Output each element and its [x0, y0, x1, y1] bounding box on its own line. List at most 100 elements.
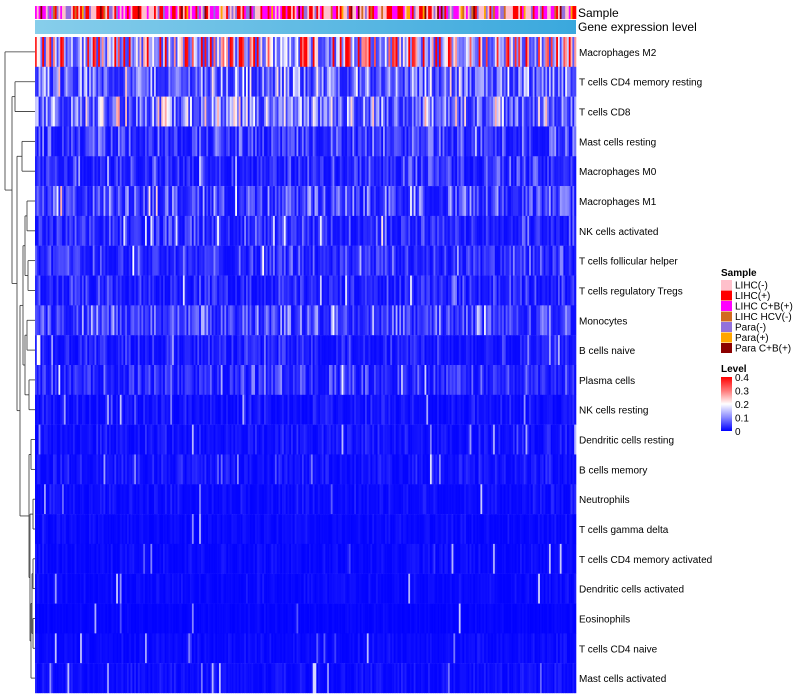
- heatmap-cell: [480, 66, 483, 97]
- sample-annotation-cell: [321, 6, 324, 19]
- heatmap-cell: [287, 186, 290, 217]
- heatmap-cell: [90, 215, 94, 246]
- heatmap-cell: [45, 394, 48, 425]
- heatmap-cell: [166, 335, 169, 366]
- heatmap-cell: [327, 66, 330, 97]
- heatmap-cell: [541, 365, 544, 396]
- heatmap-cell: [363, 394, 366, 425]
- heatmap-cell: [359, 305, 362, 336]
- heatmap-cell: [177, 245, 180, 276]
- heatmap-cell: [429, 215, 433, 246]
- heatmap-cell: [545, 186, 548, 217]
- sample-annotation-cell: [298, 6, 301, 19]
- heatmap-cell: [521, 305, 525, 336]
- heatmap-cell: [116, 424, 119, 455]
- heatmap-cell: [554, 37, 557, 68]
- heatmap-cell: [521, 186, 525, 217]
- heatmap-cell: [566, 335, 570, 366]
- heatmap-cell: [283, 394, 286, 425]
- heatmap-cell: [125, 215, 128, 246]
- heatmap-cell: [45, 484, 48, 515]
- heatmap-cell: [370, 305, 373, 336]
- heatmap-cell: [229, 215, 232, 246]
- heatmap-cell: [155, 37, 158, 68]
- heatmap-cell: [375, 335, 378, 366]
- heatmap-row: [35, 186, 577, 217]
- heatmap-cell: [67, 96, 70, 127]
- heatmap-cell: [484, 394, 487, 425]
- heatmap-cell: [44, 66, 47, 97]
- heatmap-cell: [197, 454, 200, 485]
- heatmap-cell: [334, 305, 337, 336]
- heatmap-cell: [395, 275, 398, 306]
- heatmap-cell: [484, 37, 487, 68]
- heatmap-cell: [141, 215, 144, 246]
- heatmap-cell: [99, 454, 103, 485]
- heatmap-cell: [199, 484, 202, 515]
- heatmap-cell: [36, 424, 39, 455]
- heatmap-cell: [444, 275, 447, 306]
- heatmap-cell: [231, 394, 234, 425]
- heatmap-cell: [509, 156, 512, 187]
- heatmap-cell: [226, 96, 229, 127]
- heatmap-cell: [54, 66, 57, 97]
- heatmap-cell: [188, 305, 191, 336]
- heatmap-cell: [139, 335, 142, 366]
- sample-annotation-cell: [202, 6, 205, 19]
- heatmap-cell: [361, 126, 364, 157]
- heatmap-cell: [193, 245, 196, 276]
- heatmap-cell: [464, 365, 467, 396]
- heatmap-cell: [563, 37, 566, 68]
- heatmap-cell: [482, 186, 485, 217]
- heatmap-cell: [170, 66, 173, 97]
- heatmap-cell: [413, 215, 416, 246]
- sample-annotation-cell: [123, 6, 126, 19]
- heatmap-cell: [556, 454, 559, 485]
- heatmap-cell: [316, 37, 319, 68]
- heatmap-cell: [559, 424, 562, 455]
- heatmap-cell: [135, 394, 139, 425]
- heatmap-cell: [538, 454, 541, 485]
- heatmap-cell: [195, 394, 198, 425]
- heatmap-cell: [222, 186, 225, 217]
- heatmap-cell: [292, 305, 295, 336]
- heatmap-cell: [563, 156, 566, 187]
- heatmap-cell: [334, 126, 337, 157]
- heatmap-cell: [543, 335, 546, 366]
- heatmap-cell: [265, 275, 268, 306]
- heatmap-cell: [108, 394, 112, 425]
- heatmap-cell: [35, 126, 38, 157]
- heatmap-cell: [188, 454, 191, 485]
- heatmap-cell: [240, 37, 243, 68]
- heatmap-cell: [532, 215, 535, 246]
- heatmap-cell: [218, 454, 222, 485]
- heatmap-cell: [247, 394, 250, 425]
- heatmap-cell: [332, 156, 335, 187]
- heatmap-cell: [161, 424, 164, 455]
- heatmap-cell: [269, 156, 272, 187]
- heatmap-cell: [53, 37, 56, 68]
- heatmap-cell: [395, 394, 398, 425]
- heatmap-cell: [125, 245, 128, 276]
- heatmap-cell: [541, 335, 544, 366]
- heatmap-cell: [574, 215, 577, 246]
- heatmap-cell: [496, 275, 499, 306]
- heatmap-cell: [209, 305, 213, 336]
- heatmap-cell: [514, 37, 517, 68]
- heatmap-cell: [491, 96, 494, 127]
- heatmap-cell: [485, 96, 488, 127]
- heatmap-cell: [545, 394, 548, 425]
- heatmap-cell: [249, 275, 252, 306]
- heatmap-cell: [141, 305, 144, 336]
- heatmap-cell: [99, 245, 103, 276]
- heatmap-cell: [155, 394, 158, 425]
- heatmap-cell: [352, 186, 355, 217]
- heatmap-cell: [179, 365, 182, 396]
- heatmap-cell: [264, 126, 267, 157]
- heatmap-cell: [150, 424, 153, 455]
- heatmap-cell: [355, 305, 359, 336]
- heatmap-cell: [406, 275, 409, 306]
- heatmap-cell: [72, 186, 75, 217]
- heatmap-cell: [570, 215, 573, 246]
- heatmap-cell: [150, 96, 153, 127]
